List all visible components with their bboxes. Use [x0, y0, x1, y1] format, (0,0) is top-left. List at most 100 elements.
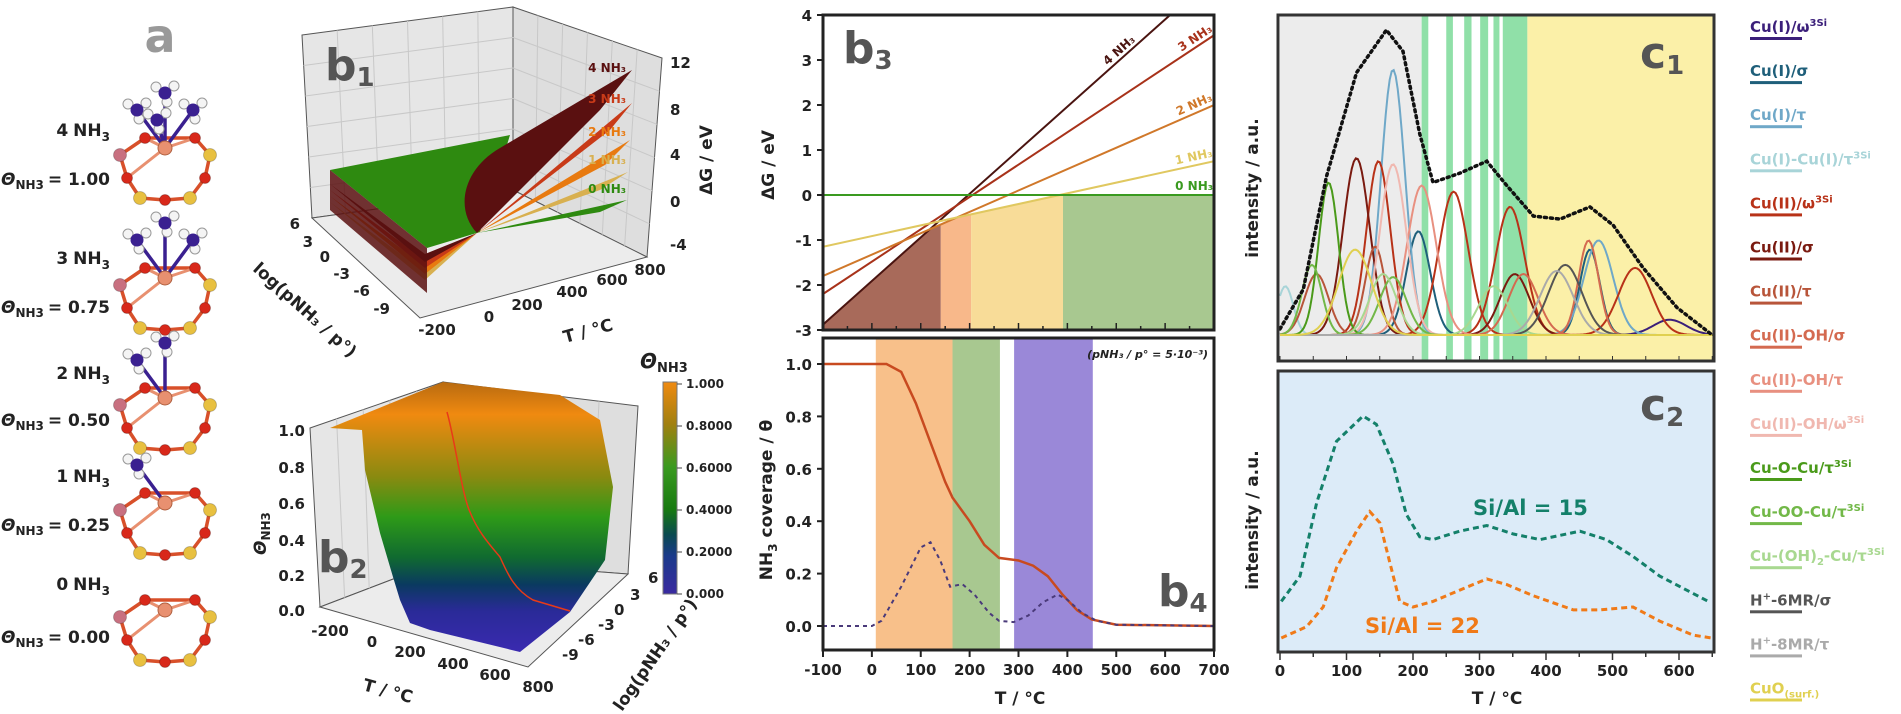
- panel-b4-label-letter: b: [1158, 566, 1190, 617]
- theta-value: = 0.00: [48, 628, 110, 648]
- theta-symbol: Θ: [1, 411, 15, 431]
- plot-area: [823, 15, 1214, 330]
- o-atom: [159, 194, 171, 206]
- panel-b4-label-subscript: 4: [1190, 589, 1208, 619]
- x-tick-label: 700: [1198, 661, 1229, 679]
- panel-c1-deconvolution-plot: intensity / a.u. c1: [1243, 13, 1716, 363]
- surface-label: 3 NH₃: [588, 92, 626, 106]
- y-tick-label: -3: [795, 322, 812, 340]
- legend-label: Cu(I)/τ: [1750, 106, 1806, 124]
- si-atom: [133, 441, 147, 455]
- n-cu-bond: [163, 238, 195, 280]
- o-atom: [121, 634, 133, 646]
- legend-item: Cu(I)/σ: [1750, 62, 1808, 85]
- legend-swatch: [1750, 522, 1802, 526]
- x-axis-label: T / °C: [361, 676, 415, 708]
- nh3-count: 0: [56, 575, 68, 595]
- y-tick-label: 3: [630, 586, 640, 604]
- legend-text: -6MR/σ: [1771, 591, 1831, 609]
- si-atom: [183, 653, 197, 667]
- cu-atom: [157, 140, 173, 156]
- nh3-count-label: 2 NH3: [56, 364, 110, 387]
- theta-symbol: Θ: [1, 170, 15, 190]
- theta-value: = 0.50: [48, 411, 110, 431]
- h-atom: [196, 97, 208, 109]
- theta-value: = 0.75: [48, 298, 110, 318]
- stability-region: [1063, 195, 1214, 330]
- stability-region: [971, 195, 1063, 330]
- panel-c2-tpd-plot: Si/Al = 15 Si/Al = 22 0 100 200 300 400 500 600 T…: [1243, 369, 1716, 709]
- legend-item: H+-8MR/τ: [1750, 635, 1830, 658]
- legend-superscript: 3Si: [1810, 18, 1828, 29]
- theta-symbol: Θ: [1, 628, 15, 648]
- z-tick-label: 0.2: [278, 567, 305, 585]
- nh3-count: 2: [56, 364, 68, 384]
- x-tick-label: 600: [479, 666, 510, 684]
- o-atom: [189, 262, 201, 274]
- legend-swatch: [1750, 389, 1802, 393]
- legend-text: Cu(II)/σ: [1750, 239, 1814, 257]
- y-axis-label: intensity / a.u.: [1243, 450, 1263, 589]
- colorbar-tick-label: 0.000: [686, 587, 724, 601]
- series-label: Si/Al = 15: [1473, 496, 1588, 520]
- panel-c2-label-letter: c: [1640, 380, 1666, 431]
- z-tick-label: 0.0: [278, 602, 305, 620]
- theta-subscript: NH3: [657, 361, 688, 376]
- o-atom: [159, 324, 171, 336]
- theta-subscript: NH3: [15, 178, 43, 192]
- nh3-count-label: 1 NH3: [56, 467, 110, 490]
- theta-label: ΘNH3 = 0.00: [1, 628, 110, 650]
- o-atom: [121, 422, 133, 434]
- z-tick-label: 0.4: [278, 532, 305, 550]
- al-atom: [113, 398, 127, 412]
- y-tick-label: 0.4: [785, 513, 812, 531]
- x-tick-label: 300: [1003, 661, 1034, 679]
- y-tick-label: 1: [802, 142, 812, 160]
- y-tick-label: 0: [802, 187, 812, 205]
- nh3-formula: NH: [73, 364, 101, 384]
- x-tick-label: 600: [596, 271, 627, 289]
- si-atom: [133, 321, 147, 335]
- n-atom: [158, 86, 172, 100]
- h-atom: [168, 210, 180, 222]
- legend-label: Cu(II)-OH/σ: [1750, 327, 1845, 345]
- legend-text: -8MR/τ: [1771, 635, 1830, 653]
- al-atom: [113, 278, 127, 292]
- panel-c1-label-subscript: 1: [1666, 51, 1684, 81]
- cu-site-structure-image: [113, 452, 217, 561]
- surface-4-nh3: [464, 70, 632, 233]
- n-cu-bond: [163, 108, 195, 150]
- si-atom: [203, 278, 217, 292]
- panel-b3-label: b3: [843, 23, 893, 76]
- legend-text: H: [1750, 635, 1763, 653]
- cu-atom: [157, 270, 173, 286]
- nh3-count-label: 4 NH3: [56, 121, 110, 144]
- o-atom: [199, 527, 211, 539]
- h-atom: [122, 228, 134, 240]
- plot-area: [1280, 414, 1712, 640]
- nh3-subscript: 3: [102, 476, 110, 490]
- n-atom: [186, 103, 200, 117]
- si-atom: [183, 441, 197, 455]
- x-tick-label: 400: [556, 283, 587, 301]
- tpd-curve: [1280, 414, 1709, 603]
- species-legend: Cu(I)/ω3SiCu(I)/σCu(I)/τCu(I)-Cu(I)/τ3Si…: [1750, 18, 1884, 702]
- nh3-formula: NH: [73, 249, 101, 269]
- o-atom: [189, 132, 201, 144]
- legend-superscript: +: [1763, 591, 1771, 602]
- si-atom: [133, 546, 147, 560]
- cu-atom: [157, 390, 173, 406]
- legend-item: Cu(II)/σ: [1750, 239, 1814, 261]
- legend-item: Cu(II)/τ: [1750, 283, 1812, 305]
- x-tick-label: -200: [418, 321, 456, 339]
- legend-superscript: 3Si: [1815, 194, 1833, 205]
- tpd-curve: [1280, 509, 1712, 640]
- temperature-band: [1014, 338, 1093, 650]
- o-atom: [159, 444, 171, 456]
- nh3-count-label: 0 NH3: [56, 575, 110, 598]
- legend-item: Cu-OO-Cu/τ3Si: [1750, 503, 1864, 526]
- legend-item: Cu(II)-OH/ω3Si: [1750, 415, 1864, 437]
- h-atom: [160, 107, 172, 119]
- legend-subscript: 2: [1817, 557, 1824, 568]
